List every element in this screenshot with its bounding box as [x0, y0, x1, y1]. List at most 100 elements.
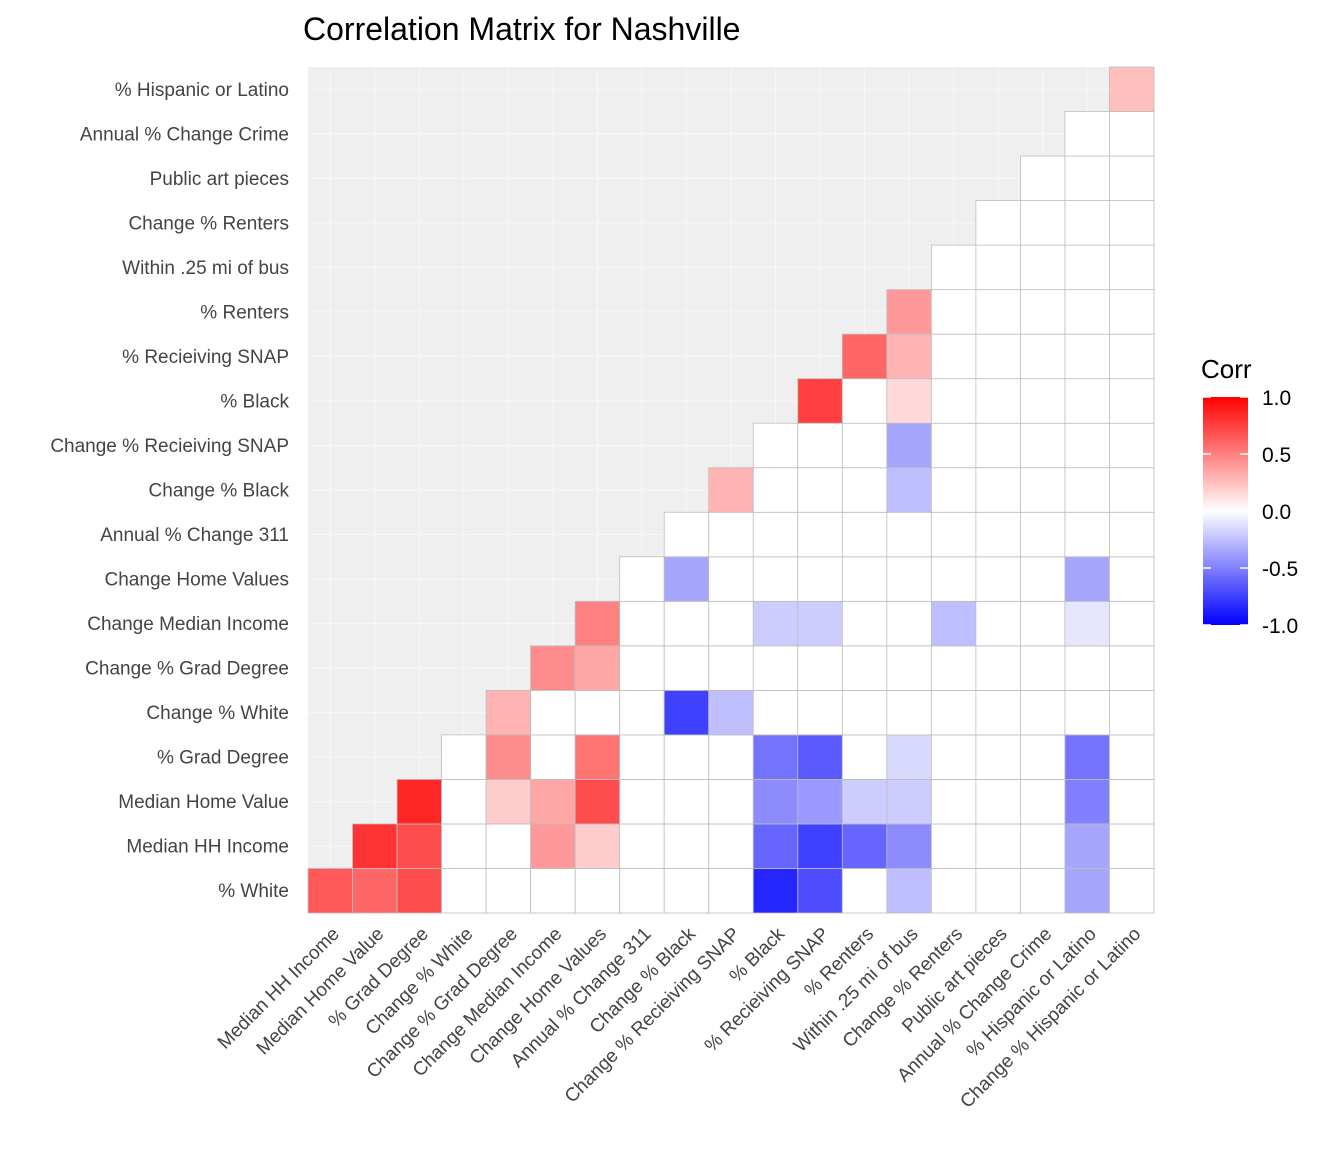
heatmap-cell: [708, 600, 754, 647]
heatmap-cell: [485, 734, 532, 780]
heatmap-cell: [574, 734, 621, 780]
heatmap-cell: [1064, 823, 1110, 869]
heatmap-cell: [841, 511, 888, 558]
heatmap-cell: [663, 511, 710, 558]
legend: Corr 1.0 0.5 0.0 -0.5 -1.0: [1201, 354, 1298, 638]
heatmap-tiles: [307, 66, 1155, 914]
heatmap-cell: [1064, 200, 1110, 246]
heatmap-cell: [708, 645, 754, 691]
heatmap-cell: [1064, 333, 1110, 380]
heatmap-cell: [841, 868, 888, 914]
heatmap-cell: [708, 511, 754, 558]
chart-title: Correlation Matrix for Nashville: [303, 11, 740, 47]
heatmap-cell: [619, 734, 665, 780]
heatmap-cell: [797, 689, 843, 736]
heatmap-cell: [1020, 467, 1066, 513]
heatmap-cell: [841, 734, 888, 780]
y-tick-label: % Recieiving SNAP: [122, 347, 289, 368]
heatmap-cell: [307, 868, 353, 914]
heatmap-cell: [1109, 645, 1155, 691]
heatmap-cell: [352, 868, 398, 914]
heatmap-cell: [396, 868, 442, 914]
y-tick-label: Change % Recieiving SNAP: [50, 436, 289, 457]
heatmap-cell: [975, 868, 1021, 914]
heatmap-cell: [1020, 734, 1066, 780]
heatmap-cell: [619, 823, 665, 869]
heatmap-cell: [975, 422, 1021, 469]
heatmap-cell: [841, 779, 888, 825]
heatmap-cell: [797, 556, 843, 602]
legend-title: Corr: [1201, 354, 1252, 384]
heatmap-cell: [708, 734, 754, 780]
heatmap-cell: [574, 689, 621, 736]
heatmap-cell: [975, 511, 1021, 558]
heatmap-cell: [930, 289, 977, 335]
heatmap-cell: [886, 734, 932, 780]
heatmap-cell: [1020, 378, 1066, 424]
heatmap-cell: [797, 467, 843, 513]
heatmap-cell: [797, 511, 843, 558]
heatmap-cell: [1109, 868, 1155, 914]
heatmap-cell: [663, 779, 710, 825]
heatmap-cell: [663, 689, 710, 736]
heatmap-cell: [841, 333, 888, 380]
heatmap-cell: [708, 689, 754, 736]
heatmap-cell: [975, 823, 1021, 869]
heatmap-cell: [886, 333, 932, 380]
heatmap-cell: [1109, 200, 1155, 246]
heatmap-cell: [1109, 422, 1155, 469]
heatmap-cell: [1109, 66, 1155, 112]
heatmap-cell: [752, 823, 799, 869]
heatmap-cell: [930, 734, 977, 780]
heatmap-cell: [975, 645, 1021, 691]
y-tick-label: Change % Renters: [128, 213, 289, 234]
heatmap-cell: [752, 689, 799, 736]
heatmap-cell: [975, 467, 1021, 513]
heatmap-cell: [485, 689, 532, 736]
heatmap-cell: [1064, 378, 1110, 424]
heatmap-cell: [396, 779, 442, 825]
heatmap-cell: [485, 868, 532, 914]
heatmap-cell: [1109, 467, 1155, 513]
heatmap-cell: [1064, 111, 1110, 157]
heatmap-cell: [930, 378, 977, 424]
heatmap-cell: [1109, 244, 1155, 291]
heatmap-cell: [930, 556, 977, 602]
heatmap-cell: [530, 645, 576, 691]
heatmap-cell: [841, 600, 888, 647]
heatmap-cell: [1109, 333, 1155, 380]
heatmap-cell: [663, 734, 710, 780]
heatmap-cell: [708, 779, 754, 825]
heatmap-cell: [975, 556, 1021, 602]
heatmap-cell: [708, 556, 754, 602]
y-tick-label: Public art pieces: [150, 169, 289, 190]
heatmap-cell: [619, 779, 665, 825]
heatmap-cell: [975, 689, 1021, 736]
legend-tick-label: 1.0: [1262, 387, 1291, 410]
heatmap-cell: [441, 868, 487, 914]
heatmap-cell: [441, 823, 487, 869]
heatmap-cell: [975, 734, 1021, 780]
heatmap-cell: [797, 734, 843, 780]
heatmap-cell: [841, 556, 888, 602]
heatmap-cell: [663, 868, 710, 914]
heatmap-cell: [752, 556, 799, 602]
heatmap-cell: [1109, 600, 1155, 647]
heatmap-cell: [1064, 689, 1110, 736]
heatmap-cell: [663, 556, 710, 602]
heatmap-cell: [574, 823, 621, 869]
legend-ticks: 1.0 0.5 0.0 -0.5 -1.0: [1203, 387, 1298, 638]
heatmap-cell: [530, 734, 576, 780]
heatmap-cell: [485, 779, 532, 825]
heatmap-cell: [930, 244, 977, 291]
legend-tick-label: 0.5: [1262, 444, 1291, 467]
heatmap-cell: [1064, 467, 1110, 513]
heatmap-cell: [797, 823, 843, 869]
y-tick-label: Annual % Change 311: [100, 525, 289, 546]
heatmap-cell: [619, 556, 665, 602]
heatmap-cell: [841, 823, 888, 869]
heatmap-cell: [1109, 155, 1155, 201]
heatmap-cell: [352, 823, 398, 869]
heatmap-cell: [886, 689, 932, 736]
